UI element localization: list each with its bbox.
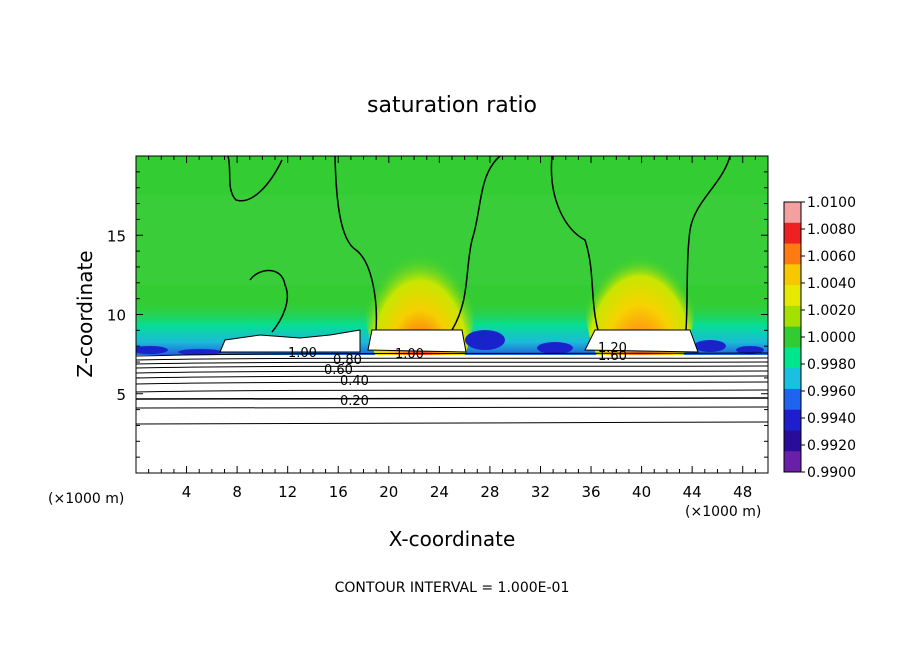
colorbar-swatch xyxy=(784,305,801,328)
x-tick-label: 28 xyxy=(480,483,499,501)
x-axis: 4 8 12 16 20 24 28 32 36 40 44 48 xyxy=(148,156,756,501)
colorbar-swatch xyxy=(784,430,801,452)
upper-contours xyxy=(227,156,731,333)
plot-area: 1.00 0.80 0.60 0.40 0.20 1.00 1.20 1.60 xyxy=(136,156,768,473)
y-tick-label: 10 xyxy=(107,307,126,325)
colorbar-tick-label: 0.9960 xyxy=(807,384,856,400)
colorbar-swatch xyxy=(784,347,801,369)
colorbar-tick-label: 1.0080 xyxy=(807,222,856,238)
colorbar-swatch xyxy=(784,326,801,348)
colorbar-swatch xyxy=(784,451,801,473)
colorbar-swatch xyxy=(784,202,801,224)
x-tick-label: 36 xyxy=(581,483,600,501)
x-unit-left: (×1000 m) xyxy=(48,491,124,507)
contour-labels: 1.00 0.80 0.60 0.40 0.20 1.00 1.20 1.60 xyxy=(288,341,627,409)
x-tick-label: 16 xyxy=(329,483,348,501)
colorbar-swatch xyxy=(784,222,801,245)
svg-text:1.20: 1.20 xyxy=(598,341,627,356)
y-axis: 5 10 15 xyxy=(107,171,768,458)
x-unit-right: (×1000 m) xyxy=(685,504,761,520)
colorbar-tick-label: 1.0060 xyxy=(807,249,856,265)
colorbar-tick-label: 0.9940 xyxy=(807,411,856,427)
colorbar-tick-label: 0.9980 xyxy=(807,357,856,373)
y-tick-label: 5 xyxy=(116,386,126,404)
x-tick-label: 4 xyxy=(182,483,192,501)
x-tick-label: 20 xyxy=(379,483,398,501)
colorbar-tick-label: 0.9920 xyxy=(807,438,856,454)
x-tick-label: 32 xyxy=(531,483,550,501)
x-tick-label: 24 xyxy=(430,483,449,501)
x-tick-label: 12 xyxy=(278,483,297,501)
colorbar: 1.0100 1.0080 1.0060 1.0040 1.0020 1.0000 0.99… xyxy=(783,195,856,481)
colorbar-tick-label: 1.0100 xyxy=(807,195,856,211)
svg-text:0.20: 0.20 xyxy=(340,394,369,409)
y-axis-label: Z-coordinate xyxy=(73,250,97,377)
stable-layer xyxy=(136,355,768,473)
chart-title: saturation ratio xyxy=(367,93,537,118)
x-tick-label: 40 xyxy=(632,483,651,501)
colorbar-swatch xyxy=(784,264,801,286)
colorbar-tick-label: 1.0020 xyxy=(807,303,856,319)
y-tick-label: 15 xyxy=(107,227,126,245)
contour-interval: CONTOUR INTERVAL = 1.000E-01 xyxy=(335,580,570,596)
colorbar-swatch xyxy=(784,409,801,431)
cloud-bodies xyxy=(219,329,699,353)
colorbar-tick-label: 1.0040 xyxy=(807,276,856,292)
colorbar-swatch xyxy=(784,243,801,265)
blue-spots xyxy=(136,330,764,355)
x-axis-label: X-coordinate xyxy=(389,527,516,551)
colorbar-tick-label: 0.9900 xyxy=(807,465,856,481)
colorbar-swatch xyxy=(784,368,801,390)
svg-text:1.00: 1.00 xyxy=(288,346,317,361)
colorbar-swatch xyxy=(784,388,801,411)
contours xyxy=(136,352,768,425)
svg-text:1.00: 1.00 xyxy=(395,347,424,362)
colorbar-swatch xyxy=(784,285,801,307)
x-tick-label: 8 xyxy=(232,483,242,501)
svg-text:0.40: 0.40 xyxy=(340,374,369,389)
svg-text:1.60: 1.60 xyxy=(598,349,627,364)
colorbar-tick-label: 1.0000 xyxy=(807,330,856,346)
svg-text:0.80: 0.80 xyxy=(333,353,362,368)
svg-text:0.60: 0.60 xyxy=(324,363,353,378)
x-tick-label: 44 xyxy=(683,483,702,501)
x-tick-label: 48 xyxy=(733,483,752,501)
